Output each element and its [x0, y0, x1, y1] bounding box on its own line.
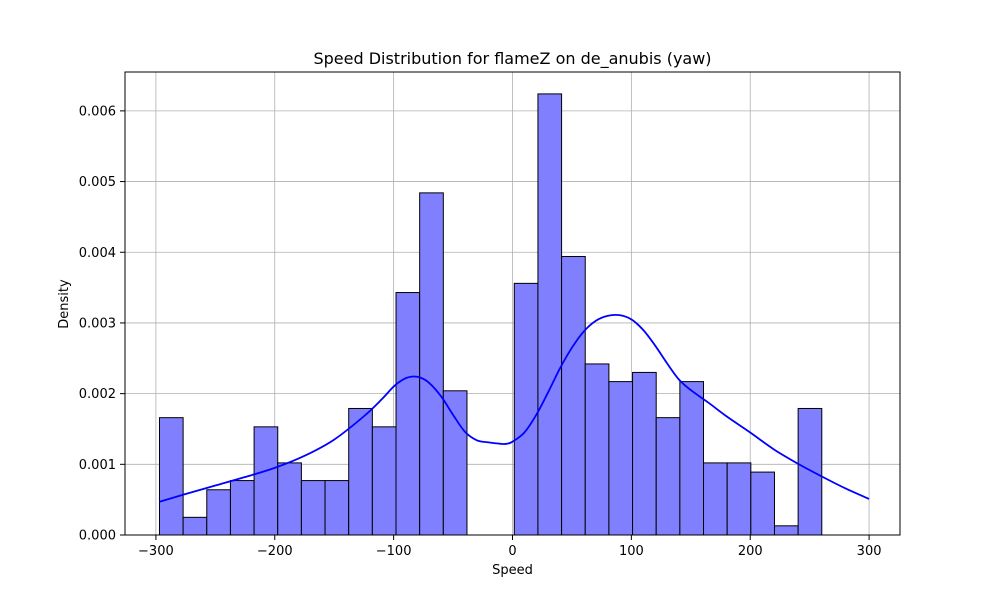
histogram-bar	[608, 381, 634, 536]
histogram-bar	[371, 426, 397, 536]
chart-title: Speed Distribution for flameZ on de_anub…	[313, 49, 711, 69]
histogram-bar	[253, 426, 279, 536]
histogram-bar	[182, 516, 208, 536]
y-tick-label: 0.001	[79, 458, 116, 473]
y-tick-label: 0.006	[79, 104, 116, 119]
x-tick-label: 200	[738, 544, 763, 559]
histogram-bar	[206, 489, 231, 536]
histogram-bar	[513, 282, 539, 536]
histogram-bars	[158, 93, 823, 536]
histogram-bar	[773, 525, 799, 536]
histogram-bar	[158, 417, 184, 536]
x-tick-label: 300	[857, 544, 882, 559]
x-tick-label: −300	[138, 544, 174, 559]
histogram-bar	[561, 255, 586, 536]
y-tick-label: 0.000	[79, 529, 116, 544]
histogram-bar	[750, 471, 775, 536]
kde-curve-group	[159, 313, 870, 503]
axes: −300 −200 −100 0 100 200 300 0.000 0.001 0.002 0.0…	[79, 71, 901, 559]
histogram-bar	[348, 407, 373, 536]
histogram-bar	[300, 480, 326, 536]
histogram-bar	[395, 292, 421, 536]
x-axis-label: Speed	[492, 563, 533, 578]
x-tick-label: −100	[376, 544, 412, 559]
x-tick-label: −200	[257, 544, 293, 559]
histogram-bar	[324, 480, 350, 536]
y-tick-label: 0.005	[79, 175, 116, 190]
grid-lines	[125, 72, 900, 536]
x-tick-label: 0	[508, 544, 516, 559]
histogram-bar	[537, 93, 563, 536]
histogram-bar	[797, 407, 823, 536]
histogram-bar	[632, 371, 657, 536]
y-tick-label: 0.002	[79, 387, 116, 402]
x-tick-label: 100	[619, 544, 644, 559]
histogram-bar	[679, 381, 705, 536]
histogram-bar	[655, 417, 681, 536]
histogram-bar	[442, 390, 468, 536]
histogram-bar	[584, 363, 610, 536]
y-tick-label: 0.003	[79, 316, 116, 331]
y-axis-label: Density	[57, 279, 72, 329]
histogram-bar	[229, 480, 255, 536]
histogram-bar	[703, 462, 728, 536]
histogram-bar	[726, 462, 752, 536]
y-tick-label: 0.004	[79, 246, 116, 261]
histogram-bar	[277, 462, 302, 536]
kde-curve	[159, 313, 870, 503]
histogram-bar	[419, 192, 444, 536]
